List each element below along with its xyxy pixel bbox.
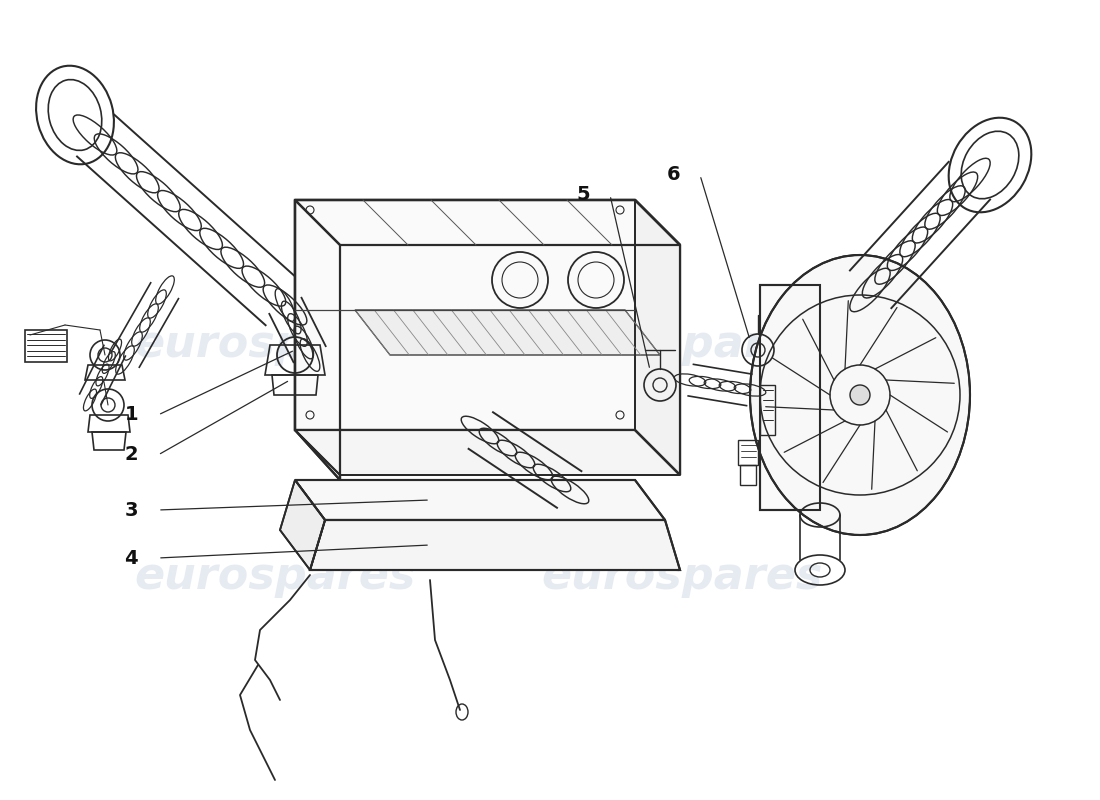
Ellipse shape	[750, 255, 970, 535]
Bar	[25, 330, 67, 362]
Polygon shape	[295, 480, 666, 520]
Text: eurospares: eurospares	[134, 322, 416, 366]
Text: 3: 3	[124, 501, 138, 519]
Polygon shape	[295, 200, 680, 475]
Polygon shape	[280, 480, 324, 570]
Polygon shape	[310, 520, 680, 570]
Text: 5: 5	[576, 186, 590, 205]
Text: 2: 2	[124, 446, 138, 465]
Polygon shape	[295, 200, 680, 245]
Text: eurospares: eurospares	[134, 554, 416, 598]
Polygon shape	[295, 430, 680, 475]
Bar	[760, 385, 775, 435]
Text: eurospares: eurospares	[541, 554, 823, 598]
Text: eurospares: eurospares	[541, 322, 823, 366]
Text: 1: 1	[124, 406, 138, 425]
Polygon shape	[635, 200, 680, 475]
Polygon shape	[355, 310, 660, 355]
Text: 4: 4	[124, 549, 138, 567]
Polygon shape	[295, 200, 340, 480]
Ellipse shape	[850, 385, 870, 405]
Text: 6: 6	[667, 166, 680, 185]
Polygon shape	[760, 285, 820, 510]
